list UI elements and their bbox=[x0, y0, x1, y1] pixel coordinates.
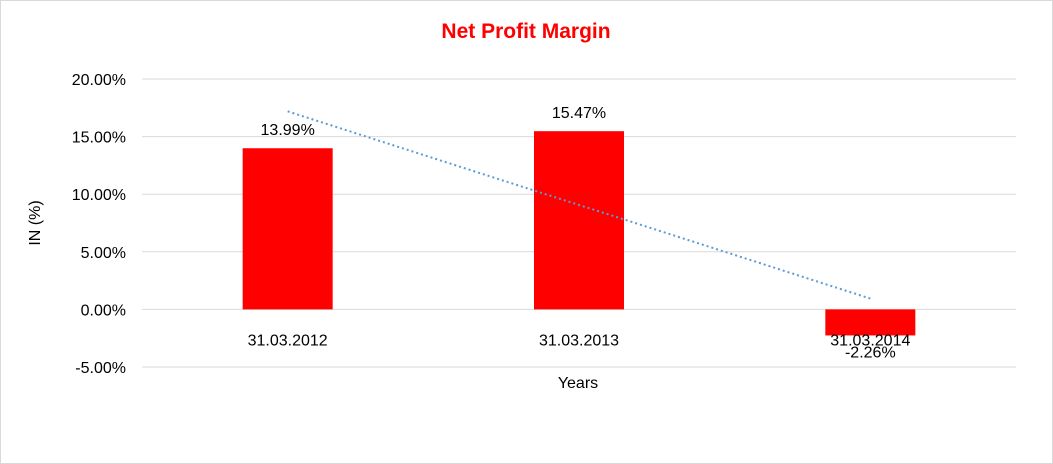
y-tick-label: -5.00% bbox=[75, 360, 126, 377]
y-axis-title: IN (%) bbox=[27, 200, 44, 245]
y-tick-label: 0.00% bbox=[81, 302, 126, 319]
x-tick-label: 31.03.2012 bbox=[248, 332, 328, 349]
data-label: -2.26% bbox=[845, 344, 896, 361]
bar bbox=[825, 309, 916, 336]
x-tick-label: 31.03.2013 bbox=[539, 332, 619, 349]
bars bbox=[242, 131, 916, 336]
data-labels: 13.99% 15.47% -2.26% bbox=[261, 105, 896, 361]
trendline-line bbox=[287, 110, 871, 300]
x-axis-ticks: 31.03.2012 31.03.2013 31.03.2014 bbox=[248, 332, 911, 349]
y-tick-label: 10.00% bbox=[72, 187, 126, 204]
data-label: 13.99% bbox=[261, 122, 315, 139]
y-axis-ticks: 20.00% 15.00% 10.00% 5.00% 0.00% -5.00% bbox=[72, 72, 126, 377]
bar bbox=[534, 131, 624, 310]
y-tick-label: 15.00% bbox=[72, 130, 126, 147]
data-label: 15.47% bbox=[552, 105, 606, 122]
trendline bbox=[287, 110, 871, 300]
bar bbox=[242, 148, 333, 310]
y-tick-label: 20.00% bbox=[72, 72, 126, 89]
x-axis-title: Years bbox=[558, 375, 598, 392]
y-tick-label: 5.00% bbox=[81, 245, 126, 262]
x-tick-label: 31.03.2014 bbox=[830, 332, 910, 349]
chart-title: Net Profit Margin bbox=[441, 20, 610, 43]
